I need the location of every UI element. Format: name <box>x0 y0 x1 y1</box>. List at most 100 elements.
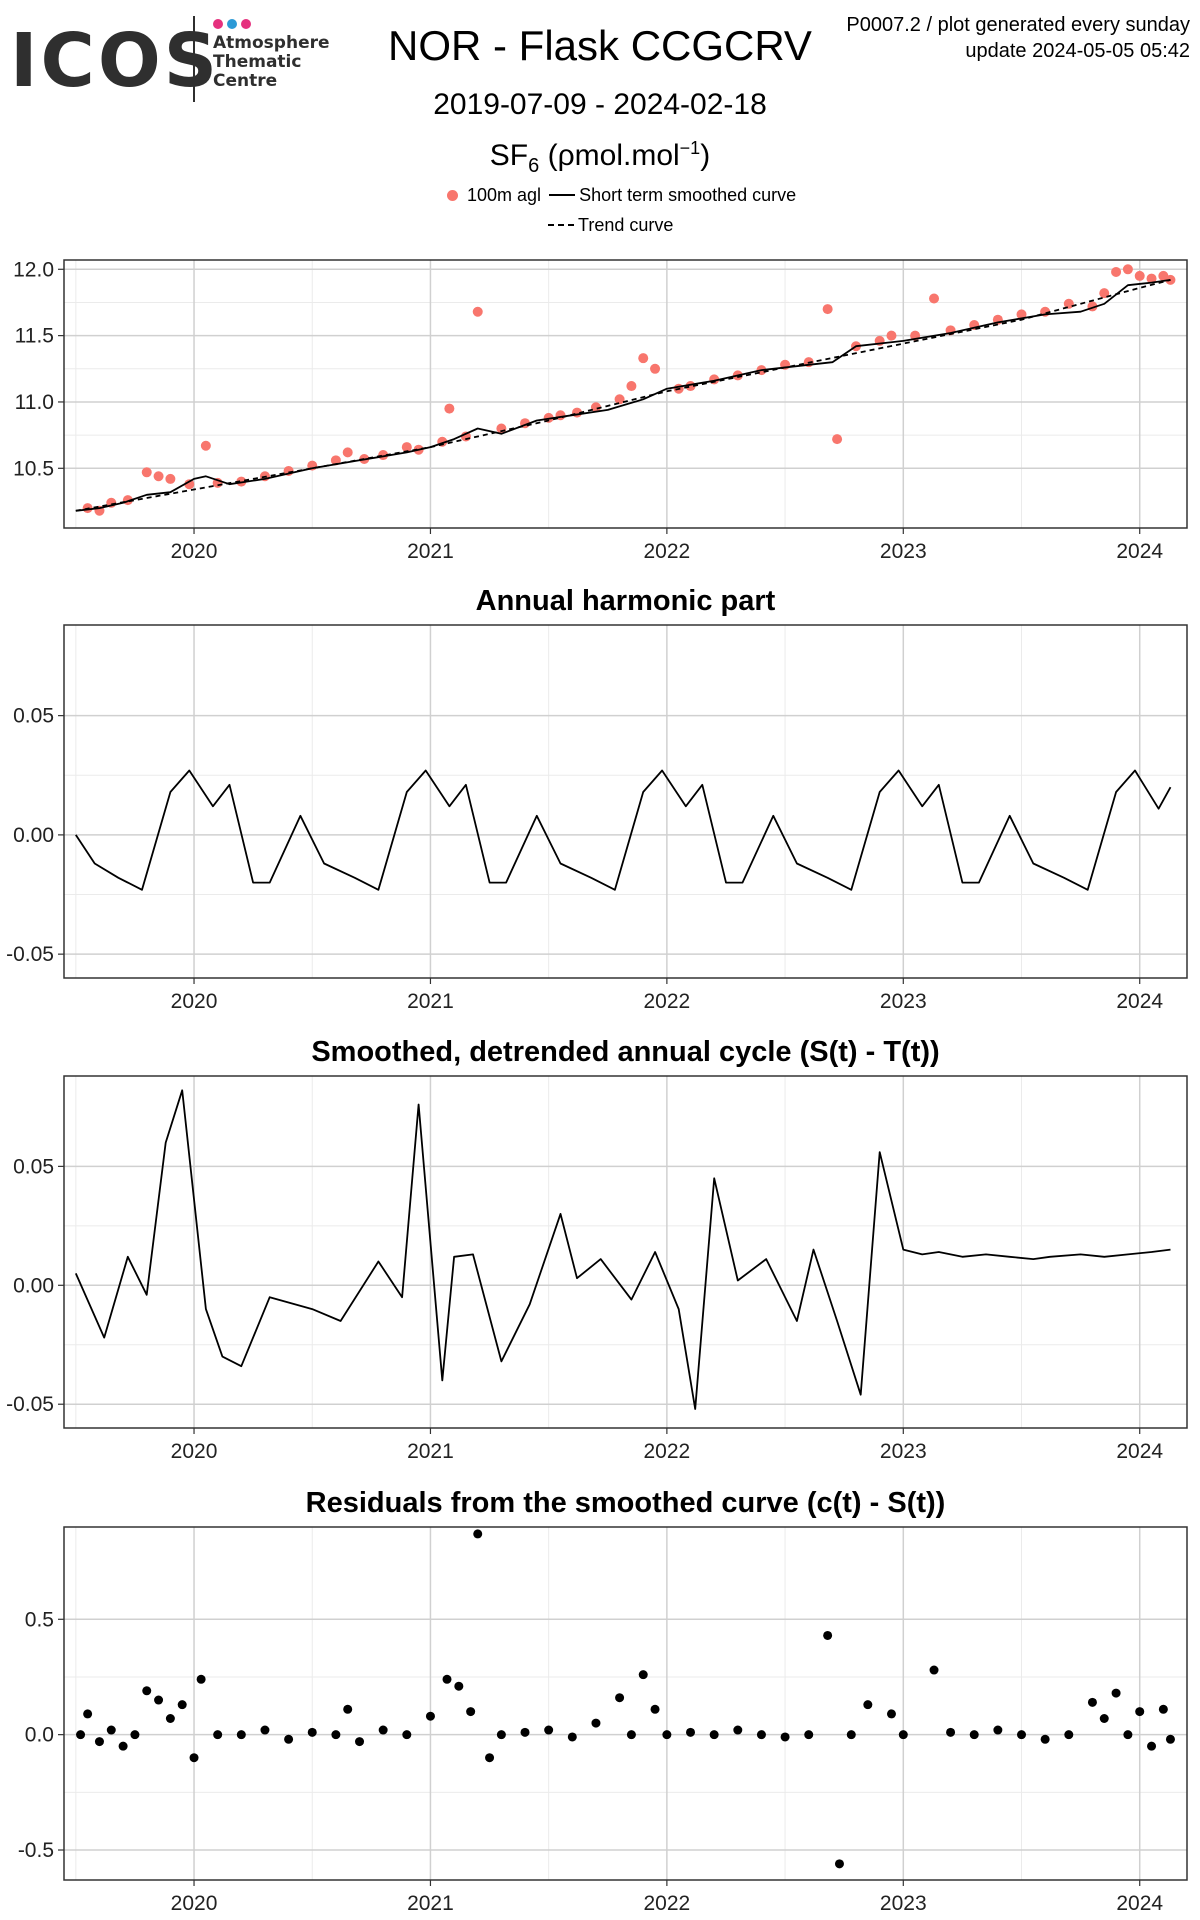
residual-point <box>213 1730 223 1740</box>
y-tick-label: 10.5 <box>13 457 54 480</box>
x-tick-label: 2020 <box>171 540 218 563</box>
residual-point <box>154 1695 164 1705</box>
residual-point <box>823 1630 833 1640</box>
x-tick-label: 2022 <box>644 1892 691 1915</box>
icos-logo: ICOS Atmosphere Thematic Centre <box>10 12 330 104</box>
observation-point <box>1016 309 1027 320</box>
residual-point <box>130 1730 140 1740</box>
residual-point <box>1017 1730 1027 1740</box>
x-tick-label: 2020 <box>171 990 218 1013</box>
observation-point <box>1063 298 1074 309</box>
residual-point <box>969 1730 979 1740</box>
residual-point <box>106 1725 116 1735</box>
y-tick-label: 0.0 <box>25 1724 54 1747</box>
logo-line-1: Atmosphere <box>213 33 330 53</box>
x-tick-label: 2020 <box>171 1440 218 1463</box>
observation-point <box>141 467 152 478</box>
residual-point <box>1147 1741 1157 1751</box>
panel-1-background <box>64 260 1187 528</box>
legend-smooth-label: Short term smoothed curve <box>579 184 797 205</box>
page-title: NOR - Flask CCGCRV <box>388 22 812 69</box>
residual-point <box>591 1718 601 1728</box>
x-tick-label: 2023 <box>880 1892 927 1915</box>
residual-point <box>898 1730 908 1740</box>
residual-point <box>1111 1688 1121 1698</box>
plot-info: P0007.2 / plot generated every sunday up… <box>846 12 1190 64</box>
residual-point <box>485 1753 495 1763</box>
residual-point <box>886 1709 896 1719</box>
panel-1-border <box>63 259 1188 529</box>
x-tick-label: 2024 <box>1116 540 1163 563</box>
residual-point <box>1165 1734 1175 1744</box>
observation-point <box>590 402 601 413</box>
y-tick-label: -0.5 <box>18 1839 54 1862</box>
unit-close: ) <box>700 139 711 172</box>
residual-point <box>1064 1730 1074 1740</box>
observation-point <box>165 473 176 484</box>
y-tick-label: -0.05 <box>6 943 54 966</box>
residual-point <box>993 1725 1003 1735</box>
residual-point <box>260 1725 270 1735</box>
species-subscript: 6 <box>528 155 540 177</box>
panel-title: Annual harmonic part <box>476 585 776 617</box>
residual-point <box>189 1753 199 1763</box>
logo-line-2: Thematic <box>213 52 302 72</box>
observation-point <box>1099 288 1110 299</box>
residual-point <box>473 1529 483 1539</box>
residual-point <box>638 1670 648 1680</box>
panel-4-background <box>64 1527 1187 1880</box>
residual-point <box>834 1859 844 1869</box>
legend-dash-swatch <box>548 224 574 226</box>
observation-point <box>626 381 637 392</box>
residual-point <box>686 1727 696 1737</box>
residual-point <box>442 1674 452 1684</box>
observation-point <box>638 353 649 364</box>
residual-point <box>142 1686 152 1696</box>
residual-point <box>355 1737 365 1747</box>
y-tick-label: -0.05 <box>6 1393 54 1416</box>
residual-point <box>196 1674 206 1684</box>
residual-point <box>1135 1707 1145 1717</box>
observation-point <box>650 363 661 374</box>
observation-point <box>929 293 940 304</box>
residual-point <box>626 1730 636 1740</box>
residual-point <box>567 1732 577 1742</box>
residual-point <box>331 1730 341 1740</box>
observation-point <box>330 455 341 466</box>
logo-dot-1 <box>213 19 223 29</box>
y-tick-label: 0.05 <box>13 1155 54 1178</box>
x-tick-label: 2024 <box>1116 1892 1163 1915</box>
residual-point <box>929 1665 939 1675</box>
observation-point <box>401 442 412 453</box>
residual-point <box>425 1711 435 1721</box>
x-tick-label: 2022 <box>644 990 691 1013</box>
panel-4-border <box>63 1526 1188 1881</box>
residual-point <box>76 1730 86 1740</box>
species-name: SF <box>489 139 529 172</box>
series-line <box>74 1089 1171 1410</box>
observation-point <box>1122 264 1133 275</box>
logo-line-3: Centre <box>213 71 278 91</box>
logo-wordmark: ICOS <box>10 18 221 104</box>
observation-point <box>614 394 625 405</box>
panel-2-background <box>64 625 1187 978</box>
y-tick-label: 0.00 <box>13 1274 54 1297</box>
trend-curve-line <box>75 279 1171 512</box>
legend-row-2: Trend curve <box>440 210 920 240</box>
logo-dot-3 <box>241 19 251 29</box>
logo-separator <box>193 16 195 102</box>
y-tick-label: 0.05 <box>13 705 54 728</box>
y-tick-label: 12.0 <box>13 258 54 281</box>
panel-title: Smoothed, detrended annual cycle (S(t) -… <box>311 1036 939 1068</box>
x-tick-label: 2021 <box>407 990 454 1013</box>
residual-point <box>709 1730 719 1740</box>
chart-legend: 100m agl Short term smoothed curve Trend… <box>440 180 920 240</box>
residual-point <box>615 1693 625 1703</box>
residual-point <box>544 1725 554 1735</box>
observation-point <box>832 434 843 445</box>
legend-row-1: 100m agl Short term smoothed curve <box>440 180 920 210</box>
logo-subtitle: Atmosphere Thematic Centre <box>213 34 330 91</box>
panel-2-border <box>63 624 1188 979</box>
residual-point <box>846 1730 856 1740</box>
residual-point <box>284 1734 294 1744</box>
